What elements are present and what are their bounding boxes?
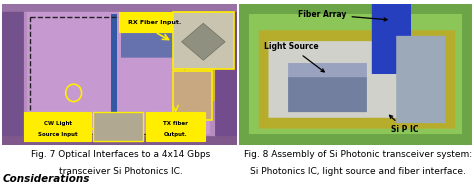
Text: TX fiber: TX fiber	[163, 121, 188, 126]
FancyBboxPatch shape	[119, 12, 191, 32]
Text: transceiver Si Photonics IC.: transceiver Si Photonics IC.	[59, 167, 183, 176]
Text: Considerations: Considerations	[2, 174, 90, 184]
Text: RX Fiber Input.: RX Fiber Input.	[128, 20, 182, 25]
Text: CW Light: CW Light	[44, 121, 72, 126]
Text: Si P IC: Si P IC	[390, 115, 419, 134]
Text: Si Photonics IC, light source and fiber interface.: Si Photonics IC, light source and fiber …	[250, 167, 466, 176]
Text: Fig. 7 Optical Interfaces to a 4x14 Gbps: Fig. 7 Optical Interfaces to a 4x14 Gbps	[31, 150, 210, 159]
Text: Fiber Array: Fiber Array	[298, 10, 387, 21]
FancyBboxPatch shape	[173, 71, 212, 120]
FancyBboxPatch shape	[93, 113, 143, 141]
FancyBboxPatch shape	[146, 113, 205, 141]
Text: Fig. 8 Assembly of Si Photonic transceiver system:: Fig. 8 Assembly of Si Photonic transceiv…	[244, 150, 472, 159]
Text: Light Source: Light Source	[264, 42, 324, 72]
FancyBboxPatch shape	[24, 113, 91, 141]
FancyBboxPatch shape	[173, 12, 234, 69]
Text: Source Input: Source Input	[38, 132, 78, 137]
Text: Output.: Output.	[164, 132, 188, 137]
Polygon shape	[182, 23, 225, 60]
